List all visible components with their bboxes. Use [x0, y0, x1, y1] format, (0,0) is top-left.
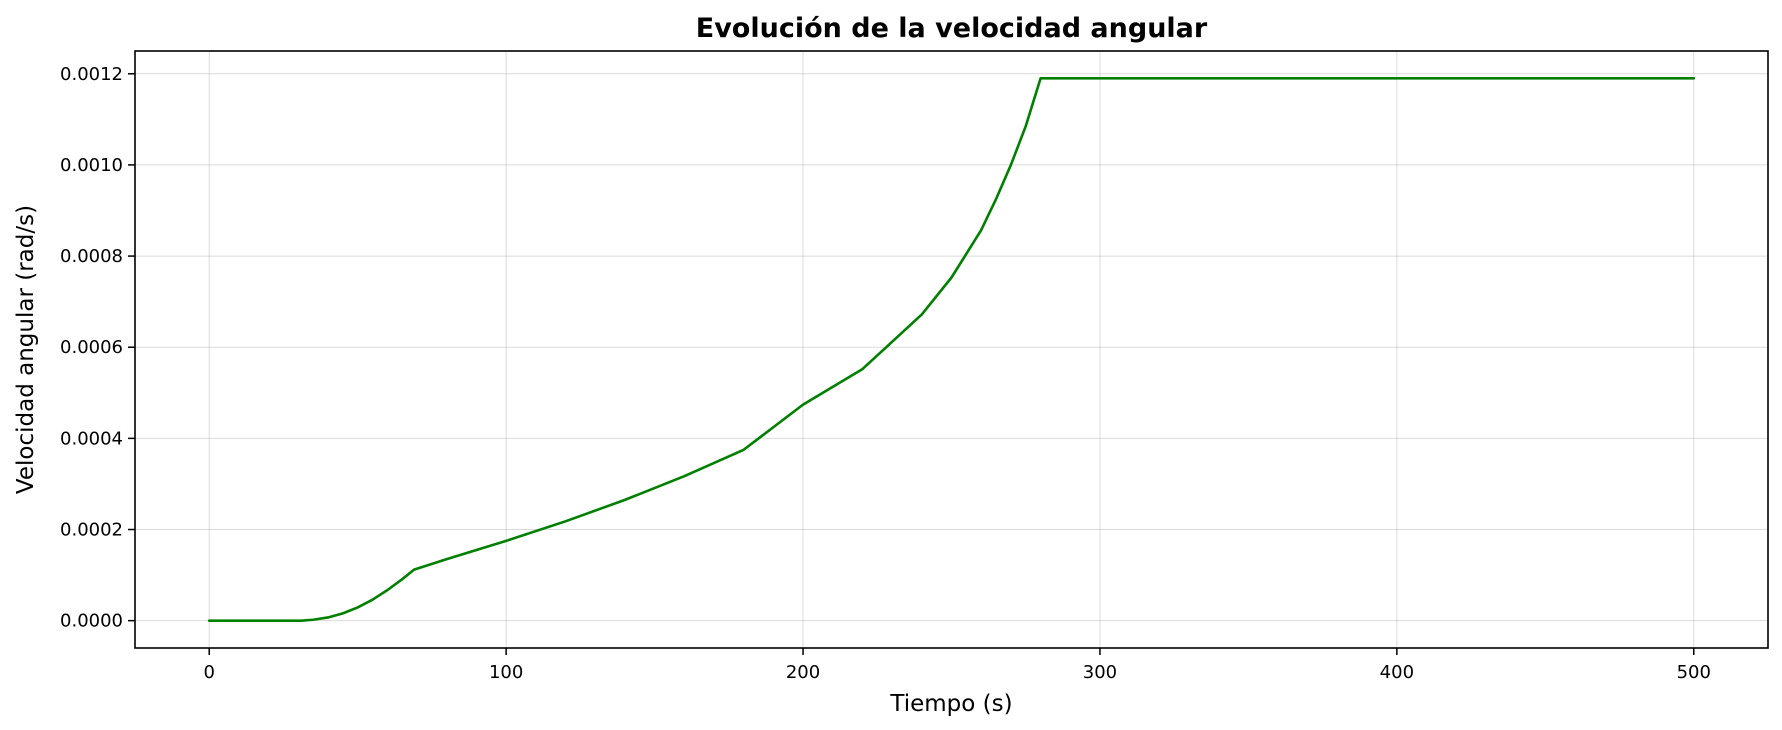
x-tick-label: 200: [786, 662, 820, 683]
x-tick-label: 0: [204, 662, 215, 683]
x-tick-label: 400: [1380, 662, 1414, 683]
chart-title: Evolución de la velocidad angular: [696, 13, 1208, 44]
series-layer: [207, 77, 1696, 622]
y-axis-label: Velocidad angular (rad/s): [13, 205, 39, 494]
grid: [135, 51, 1768, 648]
y-axis-ticks: 0.0000 0.0002 0.0004 0.0006 0.0008 0.0010 0.00…: [60, 64, 135, 632]
x-tick-label: 300: [1083, 662, 1117, 683]
y-tick-label: 0.0006: [60, 337, 123, 358]
y-tick-label: 0.0010: [60, 155, 123, 176]
y-tick-label: 0.0000: [60, 611, 123, 632]
y-tick-label: 0.0004: [60, 428, 123, 449]
plot-frame: [134, 50, 1769, 649]
series-line: [207, 77, 1696, 622]
x-tick-label: 500: [1677, 662, 1711, 683]
x-axis-ticks: 0 100 200 300 400 500: [204, 648, 1711, 683]
y-tick-label: 0.0012: [60, 64, 123, 85]
x-tick-label: 100: [489, 662, 523, 683]
y-tick-label: 0.0002: [60, 520, 123, 541]
x-axis-label: Tiempo (s): [889, 691, 1012, 717]
y-tick-label: 0.0008: [60, 246, 123, 267]
